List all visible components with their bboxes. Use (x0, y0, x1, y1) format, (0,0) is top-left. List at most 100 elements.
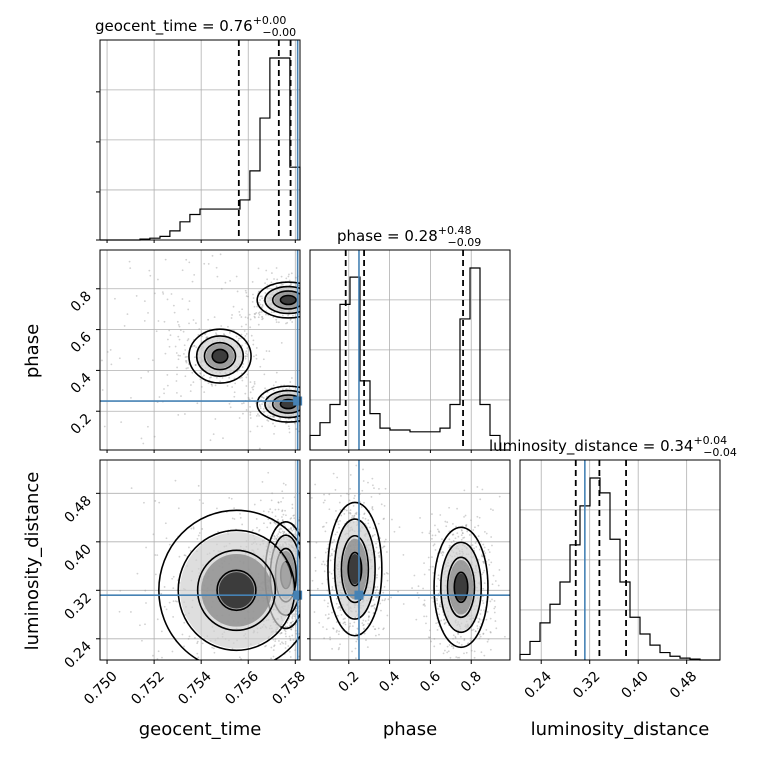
sample-point (203, 391, 206, 394)
sample-point (448, 506, 451, 509)
sample-point (326, 547, 329, 550)
sample-point (240, 316, 243, 318)
sample-point (312, 414, 314, 416)
sample-point (291, 321, 294, 323)
sample-point (425, 622, 427, 625)
sample-point (302, 411, 304, 413)
sample-point (478, 548, 481, 551)
sample-point (316, 401, 318, 403)
sample-point (322, 406, 324, 408)
sample-point (349, 622, 352, 625)
sample-point (197, 534, 200, 537)
sample-point (349, 487, 351, 490)
sample-point (266, 414, 269, 417)
sample-point (304, 551, 306, 553)
sample-point (243, 330, 246, 332)
sample-point (274, 638, 277, 640)
sample-point (332, 627, 335, 630)
sample-point (340, 614, 343, 616)
sample-point (235, 275, 238, 278)
sample-point (441, 550, 444, 553)
sample-point (185, 360, 188, 362)
panel-frame-geocent_time (99, 39, 301, 241)
sample-point (274, 508, 277, 511)
sample-point (308, 545, 310, 547)
sample-point (187, 672, 189, 674)
sample-point (171, 650, 174, 653)
sample-point (281, 283, 284, 286)
sample-point (472, 628, 475, 631)
contour-line (347, 551, 363, 587)
contour-line (340, 534, 370, 604)
sample-point (214, 384, 217, 387)
sample-point (276, 536, 279, 538)
sample-point (188, 300, 191, 303)
sample-point (194, 364, 197, 366)
sample-point (293, 665, 295, 667)
sample-point (244, 334, 247, 337)
sample-point (264, 645, 266, 648)
sample-point (367, 611, 370, 613)
ytick-label-phase: 0.8 (68, 288, 95, 315)
sample-point (292, 314, 294, 317)
sample-point (319, 415, 321, 417)
sample-point (303, 305, 305, 307)
sample-point (304, 314, 306, 316)
sample-point (437, 577, 440, 580)
sample-point (313, 544, 315, 546)
sample-point (258, 529, 261, 531)
sample-point (275, 381, 277, 383)
sample-point (287, 275, 290, 278)
sample-point (312, 331, 314, 333)
sample-point (148, 269, 151, 272)
sample-point (423, 603, 426, 606)
sample-point (334, 489, 337, 491)
sample-point (316, 394, 318, 396)
sample-point (154, 500, 157, 502)
sample-point (247, 295, 249, 298)
sample-point (293, 422, 296, 425)
sample-point (307, 315, 309, 317)
sample-point (495, 627, 498, 630)
sample-point (323, 570, 326, 573)
sample-point (282, 642, 285, 645)
sample-point (135, 295, 138, 297)
sample-point (261, 316, 263, 318)
sample-point (145, 602, 147, 604)
sample-point (498, 495, 501, 498)
sample-point (480, 651, 483, 654)
sample-point (271, 670, 273, 672)
sample-point (460, 534, 463, 537)
sample-point (184, 360, 187, 362)
sample-point (190, 150, 192, 152)
sample-point (160, 630, 163, 633)
sample-point (306, 396, 308, 398)
sample-point (282, 532, 285, 535)
sample-point (241, 379, 244, 382)
sample-point (194, 364, 197, 367)
sample-point (232, 451, 234, 453)
sample-point (220, 325, 223, 327)
sample-point (338, 630, 340, 633)
sample-point (178, 555, 181, 558)
sample-point (475, 714, 477, 716)
sample-point (267, 471, 270, 474)
sample-point (212, 433, 215, 436)
sample-point (158, 471, 160, 473)
sample-point (277, 508, 280, 511)
sample-point (249, 411, 252, 414)
sample-point (312, 297, 314, 299)
sample-point (255, 347, 258, 349)
sample-point (452, 533, 455, 536)
sample-point (273, 645, 275, 648)
sample-point (305, 672, 307, 674)
sample-point (154, 573, 157, 576)
sample-point (460, 538, 463, 541)
sample-point (288, 650, 291, 653)
sample-point (228, 331, 231, 334)
sample-point (288, 427, 291, 430)
sample-point (319, 304, 321, 306)
sample-point (342, 622, 345, 625)
sample-point (452, 664, 454, 666)
sample-point (503, 635, 506, 638)
